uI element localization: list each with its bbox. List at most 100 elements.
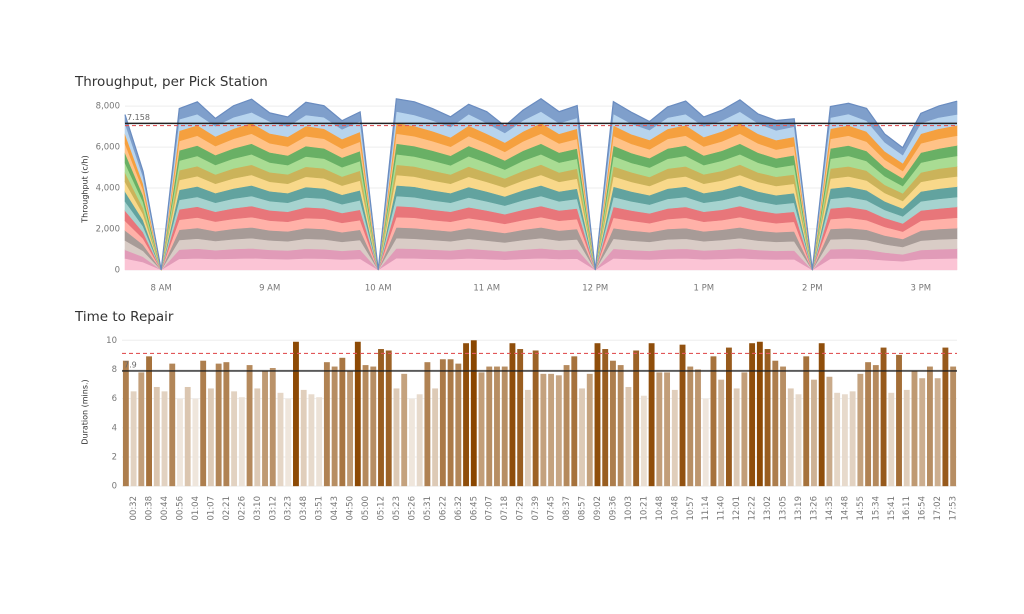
x-tick-label: 11:40 xyxy=(717,496,727,521)
bar xyxy=(408,398,415,487)
bar xyxy=(432,388,439,487)
bar xyxy=(470,340,477,487)
bar xyxy=(246,365,253,487)
bar xyxy=(927,366,933,487)
x-tick-label: 14:48 xyxy=(840,496,850,521)
y-tick-label: 0 xyxy=(112,482,117,492)
bar xyxy=(316,397,323,487)
bar xyxy=(177,398,183,487)
x-tick-label: 06:22 xyxy=(438,496,448,521)
bar xyxy=(857,373,864,487)
bar xyxy=(548,373,555,487)
x-tick-label: 03:51 xyxy=(315,496,325,521)
bar xyxy=(122,360,129,487)
x-tick-label: 17:02 xyxy=(933,496,943,521)
bar xyxy=(308,394,315,487)
bar xyxy=(439,359,446,487)
bar xyxy=(880,347,887,487)
area-outline xyxy=(124,98,958,270)
bar xyxy=(841,394,848,487)
bar xyxy=(780,366,786,487)
x-tick-label: 03:23 xyxy=(284,496,294,521)
x-tick-label: 00:32 xyxy=(129,496,139,521)
x-tick-label: 02:21 xyxy=(222,496,232,521)
bar xyxy=(293,341,299,487)
x-tick-label: 08:57 xyxy=(578,496,588,521)
bar xyxy=(733,388,740,487)
bar xyxy=(787,388,794,487)
y-tick-label: 2 xyxy=(112,452,117,462)
x-tick-label: 17:53 xyxy=(949,496,959,521)
y-tick-label: 4 xyxy=(112,423,117,433)
y-tick-label: 8,000 xyxy=(96,102,120,112)
reference-label: 7.158 xyxy=(127,113,150,122)
bar xyxy=(370,366,377,487)
bar xyxy=(756,341,763,487)
bar xyxy=(594,343,601,487)
bar xyxy=(540,373,547,487)
bar xyxy=(378,349,384,487)
x-tick-label: 9 AM xyxy=(259,284,280,294)
bar xyxy=(169,363,176,487)
bar xyxy=(339,357,346,487)
bar xyxy=(617,365,624,487)
x-tick-label: 01:07 xyxy=(206,496,216,521)
x-tick-label: 09:36 xyxy=(608,496,618,521)
bar xyxy=(563,365,570,487)
x-tick-label: 00:44 xyxy=(160,496,170,521)
x-tick-label: 05:31 xyxy=(423,496,433,521)
bar xyxy=(401,373,408,487)
bar xyxy=(834,392,841,487)
x-tick-label: 04:43 xyxy=(330,496,340,521)
bar xyxy=(494,366,500,487)
bar xyxy=(695,369,701,487)
area-band xyxy=(124,257,958,271)
x-tick-label: 11 AM xyxy=(473,284,500,294)
bar xyxy=(702,398,709,487)
x-tick-label: 13:05 xyxy=(779,496,789,521)
x-tick-label: 14:55 xyxy=(856,496,866,521)
bar xyxy=(486,366,493,487)
bar xyxy=(648,343,655,487)
chart-title: Time to Repair xyxy=(74,309,174,325)
bar xyxy=(200,360,207,487)
x-tick-label: 12:01 xyxy=(732,496,742,521)
x-tick-label: 11:14 xyxy=(701,496,711,521)
bar xyxy=(223,362,230,487)
bar xyxy=(656,372,663,487)
bar xyxy=(911,370,918,487)
bar xyxy=(509,343,516,487)
x-tick-label: 07:45 xyxy=(547,496,557,521)
x-tick-label: 15:41 xyxy=(887,496,897,521)
bar xyxy=(625,386,632,487)
bar xyxy=(749,343,756,487)
y-tick-label: 6 xyxy=(112,394,117,404)
x-tick-label: 8 AM xyxy=(151,284,172,294)
bar xyxy=(679,344,686,487)
bar xyxy=(602,349,609,487)
bar xyxy=(934,378,941,487)
bar xyxy=(579,388,585,487)
bar xyxy=(416,394,423,487)
x-tick-label: 05:12 xyxy=(377,496,387,521)
bar xyxy=(710,356,717,487)
bar xyxy=(331,366,338,487)
bar xyxy=(455,363,462,487)
y-axis-title: Throughput (c/h) xyxy=(81,155,90,223)
x-tick-label: 06:45 xyxy=(469,496,479,521)
bar xyxy=(161,391,168,487)
x-tick-label: 15:34 xyxy=(871,496,881,521)
bar xyxy=(478,372,485,487)
x-tick-label: 00:56 xyxy=(175,496,185,521)
bar xyxy=(633,350,640,487)
bar xyxy=(586,373,593,487)
bar xyxy=(215,363,222,487)
y-tick-label: 8 xyxy=(112,365,117,375)
x-tick-label: 10:21 xyxy=(639,496,649,521)
bar xyxy=(811,379,817,487)
bar xyxy=(385,350,392,487)
x-tick-label: 09:02 xyxy=(593,496,603,521)
x-tick-label: 02:26 xyxy=(237,496,247,521)
bar xyxy=(323,362,330,487)
